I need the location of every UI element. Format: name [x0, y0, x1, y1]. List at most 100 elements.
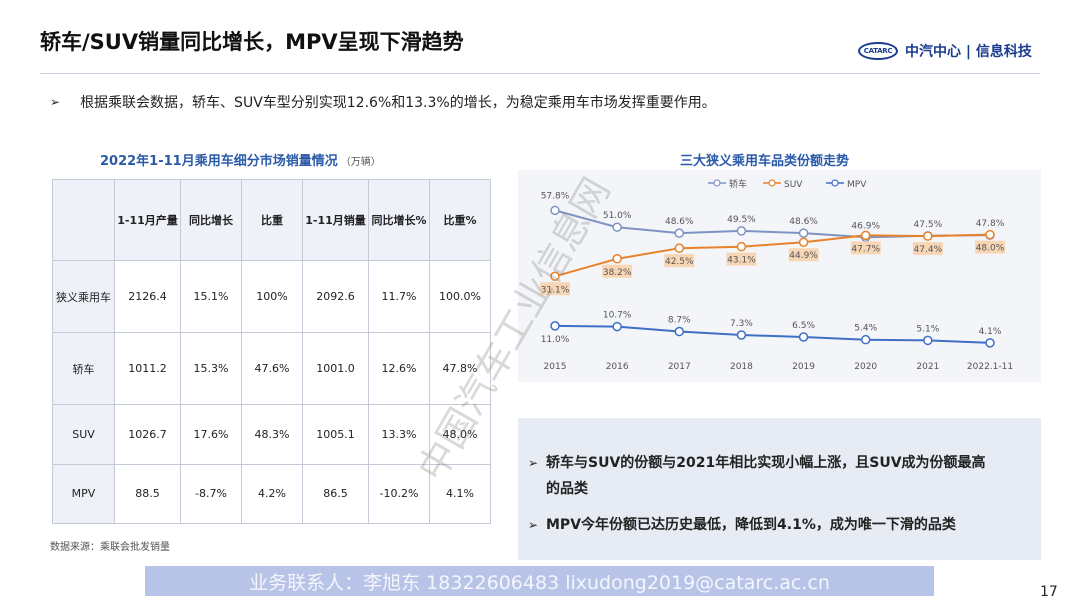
table-cell: 15.3%	[180, 332, 242, 406]
table-header-cell: 比重%	[429, 179, 491, 261]
data-label-bg-SUV	[602, 264, 633, 278]
data-label-MPV: 4.1%	[979, 327, 1002, 337]
data-point-SUV	[798, 237, 809, 247]
intro-bullet: ➢ 根据乘联会数据，轿车、SUV车型分别实现12.6%和13.3%的增长，为稳定…	[50, 92, 716, 112]
catarc-logo: CATARC 中汽中心 | 信息科技	[858, 40, 1032, 62]
table-unit: （万辆）	[340, 157, 381, 168]
data-point-SUV	[612, 254, 622, 264]
data-label-SUV: 44.9%	[789, 251, 818, 261]
x-tick-label: 2016	[606, 362, 629, 372]
summary-text: MPV今年份额已达历史最低，降低到4.1%，成为唯一下滑的品类	[546, 517, 956, 533]
summary-text: 轿车与SUV的份额与2021年相比实现小幅上涨，且SUV成为份额最高	[546, 455, 986, 471]
data-label-bg-SUV	[726, 252, 757, 266]
data-label-SUV: 47.4%	[914, 245, 943, 255]
table-cell: 47.8%	[429, 332, 491, 406]
summary-box: ➢ 轿车与SUV的份额与2021年相比实现小幅上涨，且SUV成为份额最高 的品类 ➢…	[518, 418, 1041, 560]
summary-item: ➢ MPV今年份额已达历史最低，降低到4.1%，成为唯一下滑的品类	[528, 512, 956, 538]
chart-title: 三大狭义乘用车品类份额走势	[680, 154, 850, 169]
intro-text: 根据乘联会数据，轿车、SUV车型分别实现12.6%和13.3%的增长，为稳定乘用…	[80, 95, 716, 111]
data-label-bg-SUV	[540, 282, 570, 296]
table-cell: 1011.2	[114, 332, 181, 406]
data-label-bg-SUV	[664, 254, 695, 268]
x-tick-label: 2020	[854, 362, 877, 372]
x-tick-label: 2015	[544, 362, 567, 372]
data-label-MPV: 5.1%	[916, 324, 939, 334]
legend-label: SUV	[784, 180, 803, 190]
table-cell: 11.7%	[368, 259, 430, 334]
x-tick-label: 2019	[792, 362, 815, 372]
series-line-MPV	[554, 324, 991, 344]
data-label-轿车: 48.6%	[665, 217, 694, 227]
page-title: 轿车/SUV销量同比增长，MPV呈现下滑趋势	[40, 30, 464, 54]
table-header-cell: 同比增长	[180, 179, 242, 261]
data-source-note: 数据来源：乘联会批发销量	[50, 542, 170, 553]
table-header-cell: 比重	[241, 179, 303, 261]
data-label-MPV: 11.0%	[541, 335, 570, 345]
table-row: 狭义乘用车 2126.4 15.1% 100% 2092.6 11.7% 100…	[52, 259, 491, 334]
contact-banner: 业务联系人：李旭东 18322606483 lixudong2019@catar…	[145, 566, 934, 596]
data-label-MPV: 6.5%	[792, 321, 815, 331]
bullet-arrow-icon: ➢	[528, 518, 539, 532]
data-label-SUV: 31.1%	[541, 285, 570, 295]
table-cell: 48.3%	[241, 404, 303, 465]
summary-text: 的品类	[546, 481, 588, 497]
table-row: MPV 88.5 -8.7% 4.2% 86.5 -10.2% 4.1%	[52, 463, 491, 525]
legend-label: MPV	[847, 180, 867, 190]
data-label-轿车: 48.6%	[789, 217, 818, 227]
data-label-MPV: 8.7%	[668, 316, 691, 326]
table-cell: 86.5	[302, 463, 369, 525]
data-point-MPV	[923, 335, 933, 346]
table-cell: 2092.6	[302, 259, 369, 334]
series-line-SUV	[554, 233, 991, 278]
data-label-bg-SUV	[788, 248, 819, 262]
table-cell: 100.0%	[429, 259, 491, 334]
table-cell: -10.2%	[368, 463, 430, 525]
data-label-bg-SUV	[975, 240, 1005, 254]
x-tick-label: 2018	[730, 362, 753, 372]
catarc-logo-badge: CATARC	[858, 42, 898, 60]
table-cell: -8.7%	[180, 463, 242, 525]
data-point-MPV	[612, 321, 622, 332]
table-cell: 4.1%	[429, 463, 491, 525]
data-label-SUV: 43.1%	[727, 256, 756, 266]
data-label-轿车: 51.0%	[603, 211, 632, 221]
table-title-text: 2022年1-11月乘用车细分市场销量情况	[100, 154, 338, 169]
data-label-MPV: 10.7%	[603, 311, 632, 321]
table-cell: 17.6%	[180, 404, 242, 465]
x-tick-label: 2017	[668, 362, 691, 372]
page-number: 17	[1040, 584, 1058, 600]
table-cell: 47.6%	[241, 332, 303, 406]
data-point-SUV	[923, 231, 933, 241]
data-label-MPV: 5.4%	[854, 324, 877, 334]
data-point-MPV	[860, 334, 871, 345]
data-point-轿车	[550, 205, 560, 216]
data-point-MPV	[985, 338, 995, 348]
table-cell: 12.6%	[368, 332, 430, 406]
data-point-SUV	[736, 241, 747, 252]
data-point-MPV	[550, 321, 560, 331]
data-point-SUV	[550, 271, 560, 282]
table-cell: 88.5	[114, 463, 181, 525]
data-label-轿车: 57.8%	[541, 191, 570, 201]
data-point-SUV	[674, 243, 685, 253]
data-point-MPV	[674, 326, 685, 337]
data-label-轿车: 46.9%	[851, 221, 880, 231]
table-header-cell	[52, 179, 115, 261]
data-label-SUV: 48.0%	[976, 244, 1005, 254]
table-cell: 2126.4	[114, 259, 181, 334]
table-cell: 100%	[241, 259, 303, 334]
table-row: SUV 1026.7 17.6% 48.3% 1005.1 13.3% 48.0…	[52, 404, 491, 465]
data-label-bg-SUV	[850, 241, 881, 255]
legend-label: 轿车	[729, 178, 747, 190]
summary-item: ➢ 轿车与SUV的份额与2021年相比实现小幅上涨，且SUV成为份额最高 的品类	[528, 450, 986, 502]
table-cell: 1001.0	[302, 332, 369, 406]
data-label-SUV: 47.7%	[851, 244, 880, 254]
table-cell: 15.1%	[180, 259, 242, 334]
segment-sales-table: 1-11月产量 同比增长 比重 1-11月销量 同比增长% 比重% 狭义乘用车 …	[52, 179, 491, 525]
table-row-label: 轿车	[52, 332, 115, 406]
data-point-MPV	[798, 332, 809, 342]
bullet-arrow-icon: ➢	[528, 456, 539, 470]
title-divider	[40, 73, 1040, 74]
table-row: 轿车 1011.2 15.3% 47.6% 1001.0 12.6% 47.8%	[52, 332, 491, 406]
table-cell: 1005.1	[302, 404, 369, 465]
